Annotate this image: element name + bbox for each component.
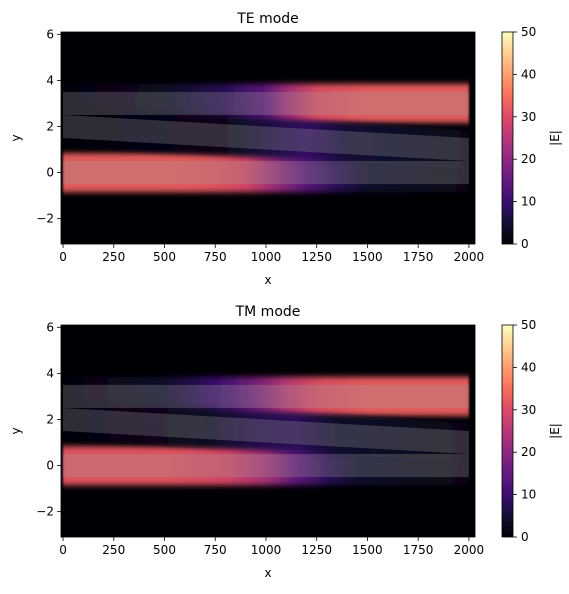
x-tick-label: 500 xyxy=(153,543,176,557)
waveguide-layer xyxy=(63,384,469,478)
y-axis-label: y xyxy=(9,134,23,141)
field-layer xyxy=(63,376,469,486)
y-tick-label: 6 xyxy=(46,320,54,334)
colorbar-ticks: 0 10 20 30 40 50 xyxy=(513,25,536,251)
y-axis-ticks: −2 0 2 4 6 xyxy=(36,27,61,226)
field-band xyxy=(63,399,469,463)
waveguide-outline xyxy=(63,408,469,454)
x-tick-label: 250 xyxy=(102,250,125,264)
waveguide-outline xyxy=(63,454,469,478)
colorbar xyxy=(501,324,514,538)
y-tick-label: −2 xyxy=(36,212,54,226)
x-axis-label: x xyxy=(264,566,271,580)
colorbar-ticks: 0 10 20 30 40 50 xyxy=(513,318,536,544)
x-tick-label: 750 xyxy=(204,250,227,264)
chart-title: TE mode xyxy=(236,11,299,27)
waveguide-layer xyxy=(63,91,469,185)
y-tick-label: 2 xyxy=(46,412,54,426)
x-tick-label: 1250 xyxy=(301,250,332,264)
chart-title: TM mode xyxy=(235,304,301,320)
y-tick-label: 0 xyxy=(46,459,54,473)
x-axis-label: x xyxy=(264,273,271,287)
waveguide-outline xyxy=(63,384,469,408)
colorbar-tick-label: 50 xyxy=(521,318,536,332)
colorbar-label: |E| xyxy=(548,423,562,439)
colorbar-tick-label: 40 xyxy=(521,360,536,374)
y-tick-label: 4 xyxy=(46,366,54,380)
x-axis-ticks: 0 250 500 750 1000 1250 1500 1750 2000 xyxy=(59,244,484,264)
colorbar-tick-label: 30 xyxy=(521,403,536,417)
x-tick-label: 1750 xyxy=(403,250,434,264)
x-tick-label: 500 xyxy=(153,250,176,264)
plot-frame xyxy=(60,324,476,538)
colorbar-tick-label: 30 xyxy=(521,110,536,124)
y-axis-label: y xyxy=(9,427,23,434)
field-layer xyxy=(63,83,469,193)
x-tick-label: 1500 xyxy=(352,543,383,557)
colorbar-tick-label: 20 xyxy=(521,445,536,459)
x-tick-label: 0 xyxy=(59,250,67,264)
y-tick-label: 6 xyxy=(46,27,54,41)
x-tick-label: 0 xyxy=(59,543,67,557)
y-tick-label: −2 xyxy=(36,505,54,519)
field-band xyxy=(63,106,469,170)
colorbar-tick-label: 0 xyxy=(521,530,529,544)
colorbar-tick-label: 50 xyxy=(521,25,536,39)
tm-mode-panel: TM mode 0 250 500 750 1000 1250 1500 1750 2000 −… xyxy=(9,304,562,580)
y-tick-label: 2 xyxy=(46,119,54,133)
x-tick-label: 2000 xyxy=(454,250,485,264)
colorbar-tick-label: 10 xyxy=(521,195,536,209)
y-tick-label: 0 xyxy=(46,166,54,180)
x-tick-label: 1500 xyxy=(352,250,383,264)
x-tick-label: 750 xyxy=(204,543,227,557)
y-axis-ticks: −2 0 2 4 6 xyxy=(36,320,61,519)
waveguide-outline xyxy=(63,115,469,161)
x-tick-label: 1000 xyxy=(251,250,282,264)
waveguide-outline xyxy=(63,91,469,115)
x-axis-ticks: 0 250 500 750 1000 1250 1500 1750 2000 xyxy=(59,537,484,557)
x-tick-label: 2000 xyxy=(454,543,485,557)
colorbar-tick-label: 10 xyxy=(521,488,536,502)
colorbar-tick-label: 40 xyxy=(521,67,536,81)
waveguide-outline xyxy=(63,161,469,185)
x-tick-label: 1750 xyxy=(403,543,434,557)
y-tick-label: 4 xyxy=(46,73,54,87)
x-tick-label: 250 xyxy=(102,543,125,557)
colorbar-tick-label: 0 xyxy=(521,237,529,251)
te-mode-panel: TE mode 0 250 500 750 1000 1250 1500 1750 2000 −… xyxy=(9,11,562,287)
colorbar xyxy=(501,31,514,245)
x-tick-label: 1250 xyxy=(301,543,332,557)
x-tick-label: 1000 xyxy=(251,543,282,557)
plot-frame xyxy=(60,31,476,245)
colorbar-label: |E| xyxy=(548,130,562,146)
colorbar-tick-label: 20 xyxy=(521,152,536,166)
